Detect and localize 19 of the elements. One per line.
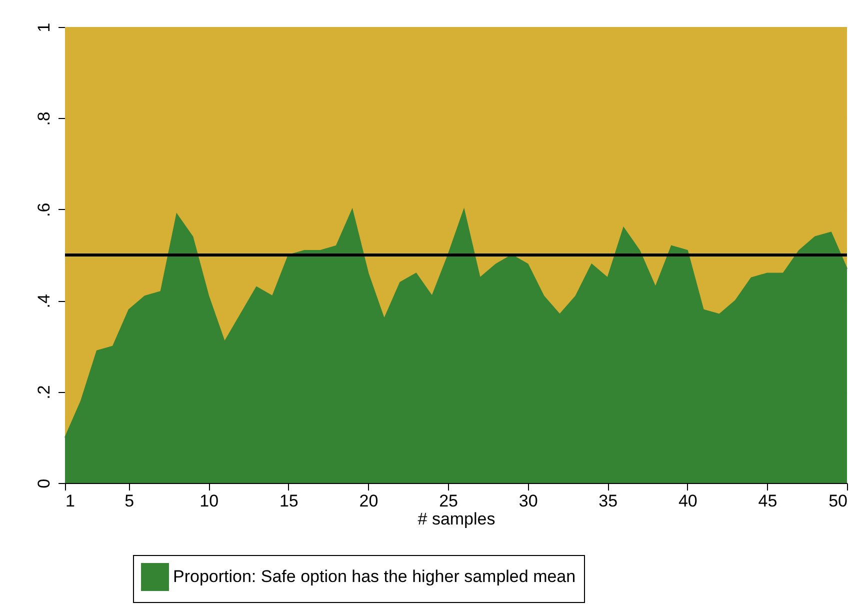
x-tick-label: 1 (66, 492, 75, 510)
x-tick-label: 35 (598, 492, 618, 510)
x-tick-label: 10 (200, 492, 219, 510)
x-tick-label: 15 (279, 492, 298, 510)
y-tick-label: 0 (34, 478, 54, 488)
x-tick-label: 25 (439, 492, 458, 510)
legend-label: Proportion: Safe option has the higher sampled mean (173, 567, 576, 586)
x-tick-label: 30 (518, 492, 538, 510)
y-tick-label: 1 (34, 22, 54, 32)
y-tick-label: .8 (34, 112, 54, 126)
x-tick-label: 40 (678, 492, 698, 510)
x-tick-label: 50 (828, 492, 848, 510)
x-tick-label: 45 (758, 492, 778, 510)
y-tick-label: .2 (34, 385, 54, 400)
y-tick-label: .6 (34, 202, 54, 217)
y-tick-label: .4 (34, 294, 54, 308)
x-tick-label: 5 (124, 492, 134, 510)
x-axis-title: # samples (418, 510, 496, 528)
x-tick-label: 20 (359, 492, 378, 510)
